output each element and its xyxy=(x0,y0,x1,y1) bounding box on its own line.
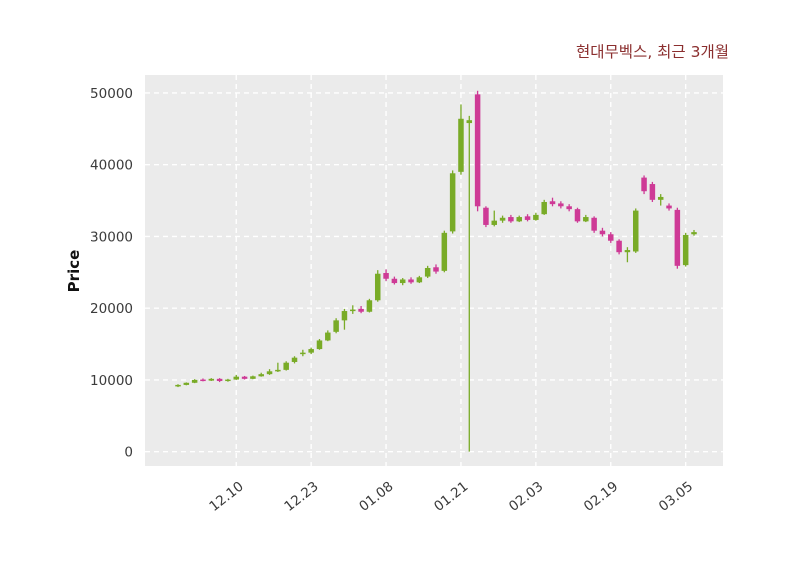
candle-body-up xyxy=(225,379,231,382)
candle-body-up xyxy=(308,349,314,353)
candle-body-up xyxy=(350,309,356,312)
y-tick-label: 10000 xyxy=(90,373,133,389)
x-tick-label: 12.10 xyxy=(206,479,246,515)
candle-body-up xyxy=(316,340,323,350)
candle-body-up xyxy=(499,217,506,221)
candle-body-down xyxy=(383,273,389,279)
y-tick-label: 20000 xyxy=(90,301,133,317)
candle-body-up xyxy=(333,320,339,332)
candle-body-up xyxy=(366,300,373,312)
candle-body-down xyxy=(641,177,647,192)
candle-body-up xyxy=(657,196,664,200)
candle-body-down xyxy=(508,217,514,222)
candle-body-up xyxy=(399,279,406,284)
candle-body-up xyxy=(300,352,306,355)
candle-body-up xyxy=(266,371,273,375)
y-axis-label: Price xyxy=(65,250,83,293)
candle-body-down xyxy=(599,230,606,235)
x-tick-label: 01.21 xyxy=(431,479,471,515)
candle-body-up xyxy=(325,332,331,341)
candle-body-down xyxy=(616,240,622,253)
candle-body-down xyxy=(474,94,481,207)
candle-body-down xyxy=(566,206,572,210)
candle-body-down xyxy=(200,379,206,382)
candle-body-down xyxy=(433,267,439,272)
candle-body-down xyxy=(608,234,614,241)
candle-body-up xyxy=(283,362,289,370)
candle-body-up xyxy=(491,220,498,225)
candle-body-down xyxy=(674,209,681,266)
candle-body-down xyxy=(408,279,414,283)
x-tick-label: 12.23 xyxy=(281,479,321,515)
candle-body-up xyxy=(691,232,697,235)
y-tick-label: 30000 xyxy=(90,229,133,245)
candle-body-up xyxy=(449,173,456,232)
candle-body-up xyxy=(682,234,689,266)
candle-body-up xyxy=(541,201,547,215)
candle-body-up xyxy=(275,369,281,372)
x-tick-label: 01.08 xyxy=(356,479,396,515)
candle-body-down xyxy=(391,278,398,284)
y-tick-label: 40000 xyxy=(90,158,133,174)
candle-body-up xyxy=(175,384,181,387)
candle-body-down xyxy=(549,201,556,205)
candle-body-down xyxy=(241,376,248,379)
candle-body-up xyxy=(374,273,381,301)
candle-body-up xyxy=(183,382,190,385)
candle-body-up xyxy=(424,267,431,277)
candle-body-up xyxy=(632,210,639,252)
candle-body-down xyxy=(558,203,564,207)
candle-body-up xyxy=(416,277,423,283)
x-tick-label: 03.05 xyxy=(656,479,696,515)
candle-body-up xyxy=(466,120,473,124)
plot-layer: 0 10000 20000 30000 40000 50000 12.10 12.23 01.0… xyxy=(90,75,723,515)
candle-body-up xyxy=(516,217,522,222)
candle-body-down xyxy=(483,207,489,225)
candle-body-up xyxy=(533,214,539,220)
candle-body-up xyxy=(583,217,589,222)
candle-body-up xyxy=(441,232,448,271)
x-tick-label: 02.03 xyxy=(506,479,546,515)
candle-body-up xyxy=(624,250,631,253)
candle-body-down xyxy=(524,216,531,220)
y-tick-label: 50000 xyxy=(90,86,133,102)
candle-body-up xyxy=(191,379,198,383)
candle-body-down xyxy=(574,209,581,222)
candle-body-down xyxy=(591,217,597,231)
candle-body-up xyxy=(250,376,256,379)
candle-body-up xyxy=(208,378,215,381)
candle-body-down xyxy=(358,308,364,312)
candle-body-down xyxy=(666,205,672,209)
candle-body-up xyxy=(258,374,264,377)
candle-body-up xyxy=(233,376,240,380)
y-tick-label: 0 xyxy=(124,445,133,461)
candle-body-up xyxy=(291,357,298,362)
candle-body-down xyxy=(216,378,223,381)
x-tick-label: 02.19 xyxy=(581,479,621,515)
candle-body-up xyxy=(458,118,464,172)
chart-title: 현대무벡스, 최근 3개월 xyxy=(576,43,729,61)
candle-body-down xyxy=(649,184,656,200)
candle-body-up xyxy=(341,311,348,321)
